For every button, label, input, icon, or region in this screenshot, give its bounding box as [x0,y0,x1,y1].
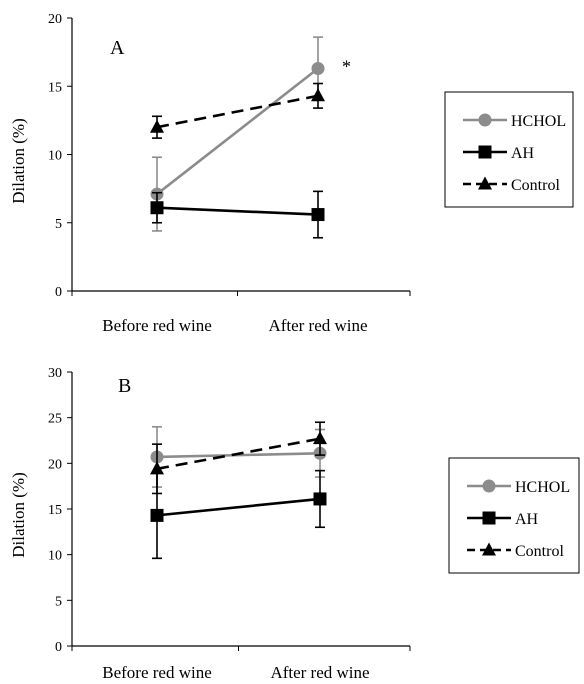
series-line [156,497,321,517]
legend: HCHOL AH Control [444,91,574,208]
y-tick-label: 20 [48,457,62,472]
y-tick-label: 15 [48,503,62,518]
data-point [311,88,325,102]
data-point [311,62,325,76]
y-tick-label: 20 [48,12,62,27]
series-line [156,437,321,471]
legend-box [444,91,574,208]
panel-a: 0 5 10 15 20 Before red wine After red wine Dil… [9,12,574,335]
data-point [150,508,164,522]
y-tick-label: 5 [55,217,62,232]
y-tick-label: 15 [48,80,62,95]
legend-label: AH [511,145,535,162]
series-line [156,67,319,196]
significance-marker: * [342,57,351,77]
data-point [150,461,164,475]
x-category-label: Before red wine [102,663,212,682]
series-hchol [150,36,325,232]
y-tick-label: 0 [55,640,62,655]
legend-label: HCHOL [515,479,570,496]
x-category-label: Before red wine [102,316,212,335]
series-hchol [150,425,327,488]
legend-box [448,457,580,574]
x-category-label: After red wine [270,663,369,682]
data-point [311,208,325,222]
y-axis-label: Dilation (%) [9,118,28,203]
series-line [156,206,319,216]
legend-label: Control [511,177,560,194]
y-tick-label: 0 [55,285,62,300]
panel-b: 0 5 10 15 20 25 30 Before red wine After red win… [9,366,580,682]
legend-marker [478,145,492,159]
legend-label: HCHOL [511,113,566,130]
y-tick-label: 25 [48,412,62,427]
y-tick-label: 10 [48,149,62,164]
y-tick-label: 30 [48,366,62,381]
data-point [313,431,327,445]
series-line [156,451,321,459]
series-line [156,94,319,129]
legend-label: AH [515,511,539,528]
legend-marker [478,113,492,127]
legend: HCHOL AH Control [448,457,580,574]
series-control [150,421,327,495]
legend-marker [482,542,496,556]
y-tick-label: 10 [48,549,62,564]
data-point [150,201,164,215]
legend-marker [482,511,496,525]
series-ah [150,190,325,239]
y-axis-label: Dilation (%) [9,472,28,557]
panel-label: A [110,37,125,59]
series-control [150,82,325,139]
legend-label: Control [515,543,564,560]
x-category-label: After red wine [268,316,367,335]
series-ah [150,469,327,560]
panel-label: B [118,375,131,397]
legend-marker [478,176,492,190]
data-point [313,492,327,506]
legend-marker [482,479,496,493]
y-tick-label: 5 [55,594,62,609]
data-point [150,119,164,133]
